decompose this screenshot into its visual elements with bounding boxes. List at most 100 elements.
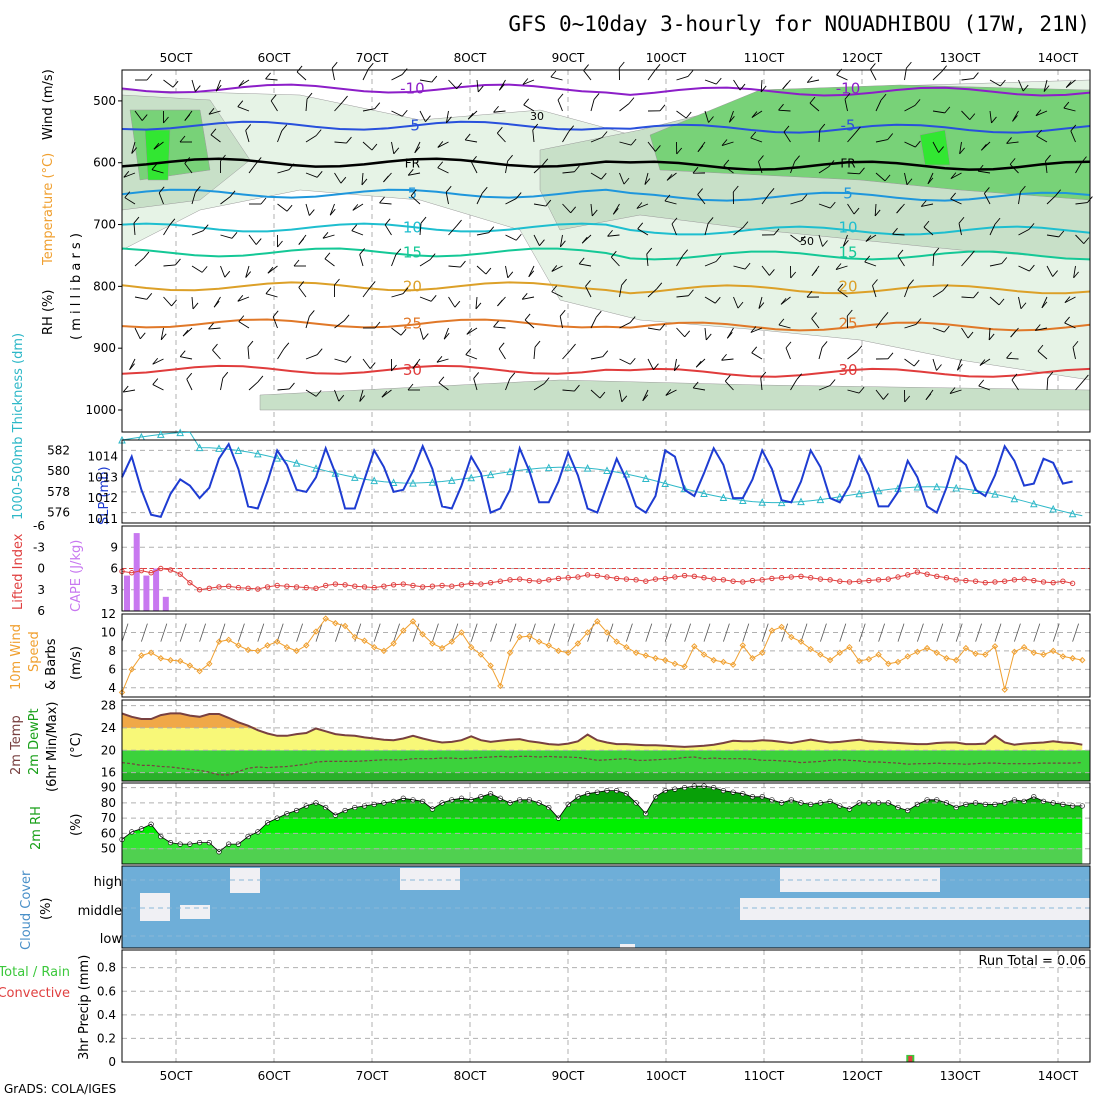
barb-flag-13-2 — [496, 126, 503, 134]
wind-point-58 — [681, 663, 688, 670]
barb-flag-26-4 — [874, 209, 881, 217]
rh2m-ylabel-1: 2m RH — [29, 806, 44, 850]
precip-ylabel-2: Convective — [0, 986, 70, 1001]
barb-11-7 — [448, 296, 456, 308]
barb-19-9 — [673, 358, 677, 371]
isotherm-label-2-1: FR — [840, 157, 855, 171]
barb-30-9 — [979, 358, 991, 366]
barb-flag-15-0 — [550, 70, 557, 78]
barb-26-0 — [869, 69, 877, 81]
barb-3-6 — [220, 265, 226, 278]
barb-flag-16-4 — [591, 209, 598, 217]
barb-flag-8-0 — [367, 62, 374, 70]
wind-point-46 — [564, 649, 572, 656]
barb-6-9 — [305, 354, 318, 360]
precip-frame — [121, 949, 1091, 1063]
xtick-bottom-3: 8OCT — [454, 1069, 487, 1083]
barb-2-0 — [191, 79, 196, 92]
barb-flag-0-1 — [141, 114, 148, 121]
barb-flag-17-2 — [630, 138, 637, 146]
wind-ytick-4: 4 — [108, 681, 116, 695]
barb-flag-23-10 — [796, 373, 803, 381]
barb-flag-23-4 — [801, 194, 808, 201]
wind-point-33 — [438, 644, 446, 652]
wind-barb-36 — [470, 623, 478, 642]
temp-fill — [122, 713, 1083, 751]
wind-barb-40 — [509, 623, 517, 642]
cloud-level-low: low — [100, 932, 123, 947]
barb-25-5 — [842, 234, 848, 247]
barb-flag-29-4 — [950, 192, 956, 200]
barb-flag-26-10 — [883, 393, 889, 400]
barb-11-8 — [443, 327, 449, 340]
wind-point-60 — [700, 651, 708, 658]
barb-flag-14-9 — [534, 340, 541, 348]
barb-flag-13-9 — [498, 342, 505, 350]
barb-16-7 — [585, 286, 592, 298]
slp-ylabel-right: SLP (mb) — [97, 466, 112, 525]
barb-flag-9-7 — [402, 287, 409, 294]
barb-flag-23-3 — [794, 155, 800, 163]
wind-ylabel-1: 10m Wind — [9, 624, 24, 690]
wind-barb-64 — [742, 623, 750, 642]
barb-flag-15-1 — [557, 93, 564, 101]
barb-flag-5-9 — [283, 342, 290, 350]
barb-flag-7-3 — [340, 176, 347, 184]
barb-21-1 — [728, 110, 734, 123]
barb-flag-4-5 — [255, 238, 262, 245]
barb-flag-27-6 — [897, 249, 904, 257]
wind-barb-26 — [373, 623, 381, 642]
barb-33-3 — [1075, 162, 1082, 174]
barb-flag-1-8 — [160, 333, 167, 341]
barb-flag-13-7 — [497, 299, 503, 307]
barb-flag-10-10 — [407, 383, 414, 391]
li-ylabel: Lifted Index — [11, 533, 26, 610]
isotherm-label-2-0: FR — [405, 157, 420, 171]
barb-flag-14-1 — [523, 98, 530, 106]
barb-12-8 — [466, 327, 478, 335]
barb-26-2 — [875, 139, 888, 143]
upper-ylabel-temp: Temperature (°C) — [41, 153, 56, 266]
barb-7-3 — [334, 172, 342, 184]
barb-flag-6-7 — [298, 281, 305, 288]
barb-21-7 — [733, 296, 739, 309]
barb-flag-29-1 — [969, 113, 976, 120]
barb-2-9 — [180, 356, 193, 360]
barb-29-0 — [961, 78, 974, 81]
barb-flag-32-5 — [1058, 230, 1065, 238]
barb-flag-10-0 — [431, 75, 438, 83]
barb-flag-28-3 — [927, 177, 934, 185]
barb-flag-14-2 — [532, 123, 539, 131]
barb-flag-33-9 — [1072, 340, 1079, 348]
wind-barb-72 — [820, 623, 827, 642]
barb-13-3 — [505, 161, 509, 174]
barb-24-5 — [818, 234, 823, 247]
barb-24-4 — [818, 203, 831, 209]
barb-flag-31-7 — [1020, 302, 1027, 310]
barb-flag-6-8 — [308, 310, 315, 317]
barb-flag-23-5 — [799, 235, 806, 243]
barb-flag-2-8 — [182, 329, 189, 337]
precip-ytick-3: 0.2 — [97, 1031, 116, 1045]
barb-flag-9-1 — [401, 109, 408, 117]
wind-barb-14 — [257, 623, 265, 642]
barb-20-8 — [704, 327, 707, 340]
barb-5-8 — [272, 316, 278, 329]
barb-flag-18-6 — [646, 247, 653, 255]
wind-point-12 — [235, 642, 242, 649]
barb-24-8 — [811, 318, 820, 329]
barb-24-0 — [807, 79, 820, 83]
barb-26-7 — [872, 285, 877, 298]
barb-4-3 — [248, 163, 257, 174]
barb-22-2 — [750, 137, 763, 143]
wind-point-19 — [303, 642, 310, 649]
barb-32-10 — [1046, 377, 1049, 391]
rh-shade-5 — [144, 129, 171, 181]
barb-2-10 — [186, 379, 193, 391]
rh-label-0: 30 — [530, 110, 544, 123]
barb-flag-0-4 — [124, 191, 131, 198]
barb-flag-2-0 — [194, 85, 201, 92]
barb-flag-26-6 — [864, 255, 871, 263]
wind-point-62 — [720, 658, 727, 666]
cloud-frame — [121, 865, 1091, 949]
